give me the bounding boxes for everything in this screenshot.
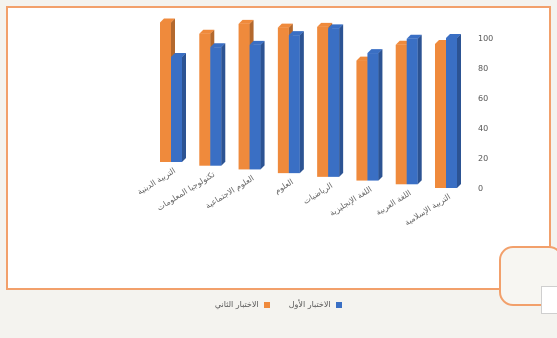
legend: الاختبار الثاني الاختبار الأول xyxy=(0,300,557,309)
y-axis: 0 20 40 60 80 100 xyxy=(478,34,493,193)
y-tick-label: 40 xyxy=(478,124,488,133)
bar-first xyxy=(249,40,265,170)
x-tick-label: اللغة العربية xyxy=(374,188,413,217)
x-tick-label: التربية الإسلامية xyxy=(403,192,453,228)
y-tick-label: 80 xyxy=(478,64,488,73)
bar-first xyxy=(367,49,383,181)
legend-swatch-second xyxy=(264,301,271,308)
corner-decoration xyxy=(499,246,557,314)
x-tick-label: العلوم xyxy=(273,177,295,195)
legend-item-second: الاختبار الثاني xyxy=(214,300,271,309)
bar-first xyxy=(446,34,461,188)
legend-label-second: الاختبار الثاني xyxy=(214,300,259,309)
x-tick-label: اللغة الإنجليزية xyxy=(328,185,374,219)
bar-first xyxy=(328,24,344,177)
x-tick-label: الرياضيات xyxy=(302,181,335,206)
bar-first xyxy=(288,31,304,174)
bar-first xyxy=(171,53,186,162)
corner-box xyxy=(541,286,557,314)
bar-group xyxy=(160,18,461,188)
bar-first xyxy=(210,43,226,166)
y-tick-label: 60 xyxy=(478,94,488,103)
legend-label-first: الاختبار الأول xyxy=(288,300,331,309)
x-tick-label: التربية الدينية xyxy=(136,166,177,197)
legend-swatch-first xyxy=(336,301,343,308)
legend-item-first: الاختبار الأول xyxy=(288,300,343,309)
y-tick-label: 20 xyxy=(478,154,488,163)
bar-first xyxy=(406,34,422,185)
y-tick-label: 100 xyxy=(478,34,493,43)
y-tick-label: 0 xyxy=(478,184,483,193)
